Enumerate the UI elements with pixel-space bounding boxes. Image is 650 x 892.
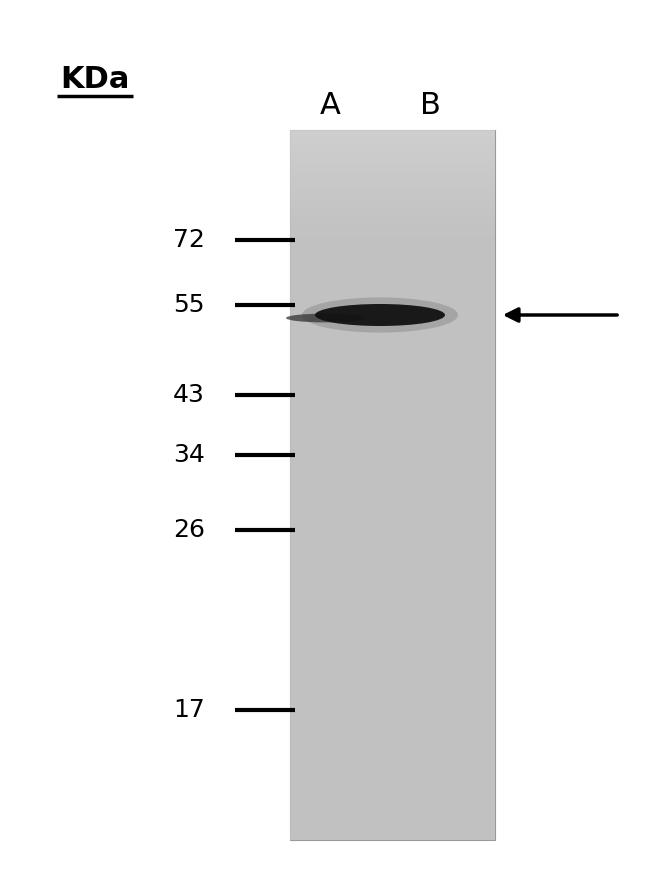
Ellipse shape	[286, 314, 364, 322]
Text: A: A	[320, 90, 341, 120]
Ellipse shape	[302, 297, 458, 333]
Text: KDa: KDa	[60, 65, 130, 95]
Text: 55: 55	[174, 293, 205, 317]
Text: 34: 34	[173, 443, 205, 467]
Text: B: B	[419, 90, 441, 120]
Bar	[290, 130, 495, 840]
Text: 26: 26	[173, 518, 205, 542]
Text: 43: 43	[173, 383, 205, 407]
Text: 17: 17	[174, 698, 205, 722]
Ellipse shape	[315, 304, 445, 326]
Text: 72: 72	[173, 228, 205, 252]
